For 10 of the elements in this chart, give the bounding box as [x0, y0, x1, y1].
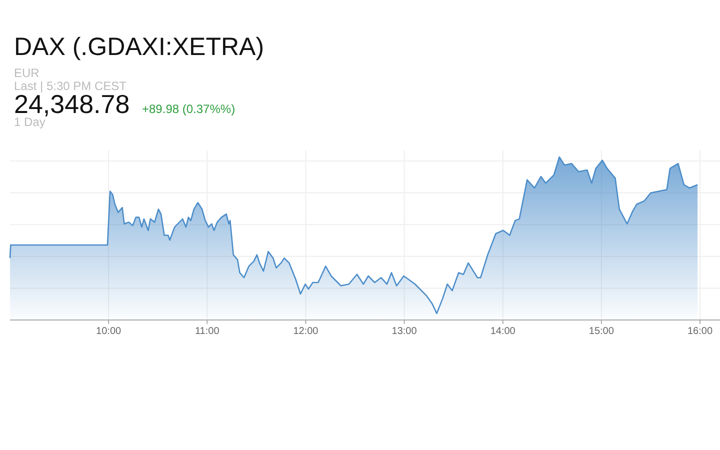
x-tick-label: 16:00: [687, 326, 713, 337]
x-tick-label: 10:00: [96, 326, 122, 337]
x-tick-label: 11:00: [194, 326, 220, 337]
x-tick-label: 14:00: [490, 326, 516, 337]
text: +89.98 (0.37%%): [142, 102, 236, 116]
x-tick-label: 15:00: [588, 326, 614, 337]
text: EUR: [14, 66, 40, 80]
chart-title: DAX (.GDAXI:XETRA): [14, 33, 264, 61]
x-tick-label: 12:00: [293, 326, 319, 337]
x-tick-label: 13:00: [392, 326, 418, 337]
